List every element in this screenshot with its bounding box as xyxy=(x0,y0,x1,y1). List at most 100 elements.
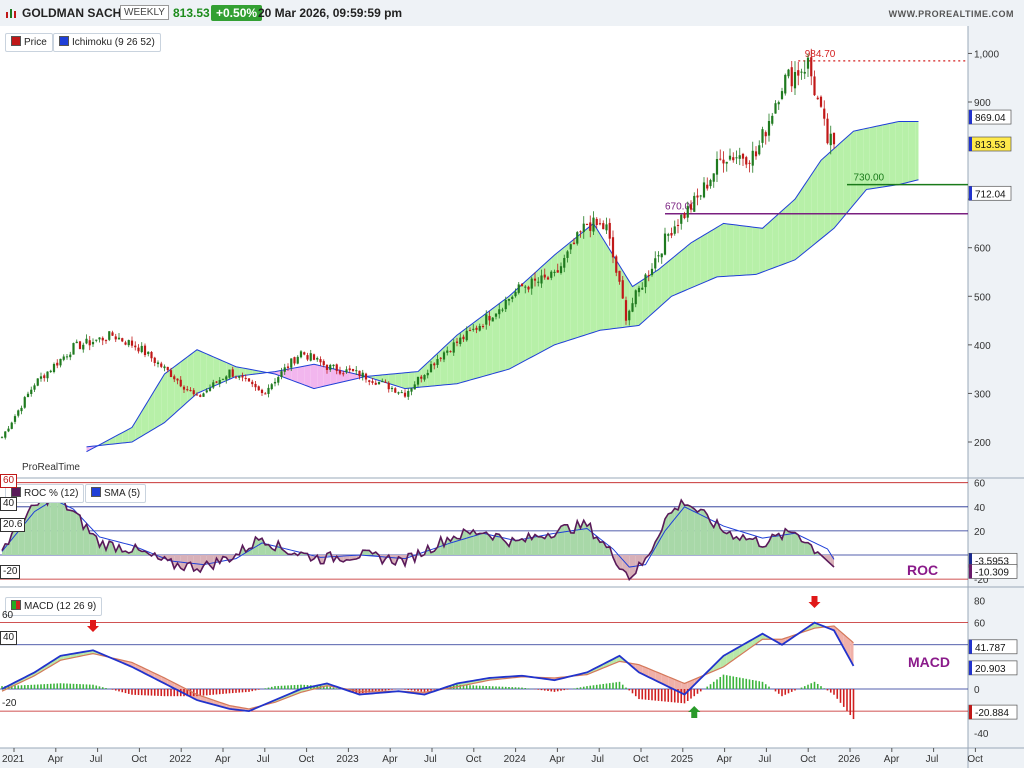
candle-body xyxy=(101,337,104,341)
kumo-cloud-segment xyxy=(385,374,389,384)
price-candle xyxy=(553,269,556,277)
candle-body xyxy=(472,328,475,330)
kumo-cloud-segment xyxy=(210,355,214,388)
price-candle xyxy=(455,337,459,347)
kumo-cloud-segment xyxy=(648,273,652,317)
roc-y-tick-label: 20 xyxy=(974,527,986,538)
x-tick-label: Oct xyxy=(800,754,816,765)
chart-canvas[interactable]: 2003004005006009001,000984.70730.00670.0… xyxy=(0,26,1024,768)
price-candle xyxy=(189,387,192,392)
macd-fill-segment xyxy=(782,638,786,645)
price-tag-marker xyxy=(969,137,972,152)
price-candle xyxy=(787,68,790,79)
price-candle xyxy=(293,356,296,366)
candle-body xyxy=(563,258,566,268)
kumo-span-a-line xyxy=(86,120,919,453)
price-candle xyxy=(137,344,140,354)
roc-fill-segment xyxy=(99,540,103,555)
candle-body xyxy=(351,368,355,372)
price-candle xyxy=(361,369,364,381)
roc-fill-segment xyxy=(665,513,669,555)
kumo-cloud-segment xyxy=(427,359,431,387)
legend-price[interactable]: Price xyxy=(5,33,53,52)
price-candle xyxy=(771,112,774,126)
candle-body xyxy=(348,368,351,371)
kumo-cloud-segment xyxy=(570,239,574,340)
candle-body xyxy=(527,286,530,290)
legend-macd[interactable]: MACD (12 26 9) xyxy=(5,597,103,616)
candle-body xyxy=(670,232,673,236)
price-candle xyxy=(511,295,514,303)
candle-body xyxy=(605,224,608,231)
roc-fill-segment xyxy=(710,522,714,555)
kumo-cloud-segment xyxy=(151,390,155,431)
legend-ichimoku[interactable]: Ichimoku (9 26 52) xyxy=(53,33,161,52)
price-candle xyxy=(631,297,634,313)
roc-fill-segment xyxy=(717,519,721,555)
legend-roc[interactable]: ROC % (12) xyxy=(5,484,85,503)
macd-fill-segment xyxy=(655,671,659,682)
roc-fill-segment xyxy=(89,533,93,555)
price-candle xyxy=(0,436,4,439)
kumo-cloud-segment xyxy=(528,275,532,359)
price-candle xyxy=(218,377,221,388)
candle-body xyxy=(296,356,299,364)
price-candle xyxy=(85,334,88,345)
roc-fill-segment xyxy=(499,534,503,555)
candle-body xyxy=(615,256,618,273)
brand-url[interactable]: WWW.PROREALTIME.COM xyxy=(888,9,1014,19)
price-candle xyxy=(576,231,579,246)
kumo-cloud-segment xyxy=(379,374,383,382)
kumo-cloud-segment xyxy=(310,364,314,389)
macd-y-tick-label: -40 xyxy=(974,729,989,740)
roc-fill-segment xyxy=(47,493,51,555)
buy-arrow-icon xyxy=(688,706,701,718)
candle-body xyxy=(416,376,420,385)
candle-body xyxy=(761,129,764,143)
price-candle xyxy=(215,381,218,384)
candle-body xyxy=(449,351,452,353)
kumo-cloud-segment xyxy=(668,258,672,300)
kumo-cloud-segment xyxy=(795,194,799,260)
timeframe-badge[interactable]: WEEKLY xyxy=(120,5,169,20)
kumo-cloud-segment xyxy=(515,287,519,366)
macd-fill-segment xyxy=(674,679,678,692)
candle-body xyxy=(43,375,46,379)
roc-fill-segment xyxy=(752,537,756,555)
macd-level-60: 60 xyxy=(2,610,14,621)
candle-body xyxy=(75,341,78,344)
roc-fill-segment xyxy=(76,513,80,555)
candle-body xyxy=(20,407,23,412)
x-tick-label: Jul xyxy=(591,754,604,765)
price-candle xyxy=(186,385,189,392)
kumo-cloud-segment xyxy=(193,349,197,397)
legend-sma[interactable]: SMA (5) xyxy=(85,484,147,503)
price-candle xyxy=(111,330,114,336)
kumo-cloud-segment xyxy=(590,223,594,334)
roc-fill-segment xyxy=(733,536,737,555)
candle-body xyxy=(72,343,75,355)
price-candle xyxy=(130,336,134,348)
candle-body xyxy=(556,270,559,273)
price-candle xyxy=(413,381,416,390)
roc-fill-segment xyxy=(600,541,604,555)
candle-body xyxy=(680,214,683,224)
kumo-cloud-segment xyxy=(889,122,893,187)
kumo-cloud-segment xyxy=(830,148,834,231)
roc-fill-segment xyxy=(489,535,493,555)
price-candle xyxy=(169,367,173,378)
price-candle xyxy=(712,173,715,188)
candle-body xyxy=(530,278,533,289)
roc-tag-label: -10.309 xyxy=(975,567,1009,578)
candle-body xyxy=(364,373,368,380)
macd-fill-segment xyxy=(739,644,743,656)
candle-body xyxy=(719,158,722,160)
roc-fill-segment xyxy=(193,555,197,572)
kumo-cloud-segment xyxy=(349,372,353,381)
roc-tag-marker xyxy=(969,553,972,568)
roc-fill-segment xyxy=(447,537,451,555)
price-candle xyxy=(355,366,358,376)
candle-body xyxy=(182,386,186,390)
candle-body xyxy=(108,331,111,340)
kumo-cloud-segment xyxy=(327,367,331,386)
